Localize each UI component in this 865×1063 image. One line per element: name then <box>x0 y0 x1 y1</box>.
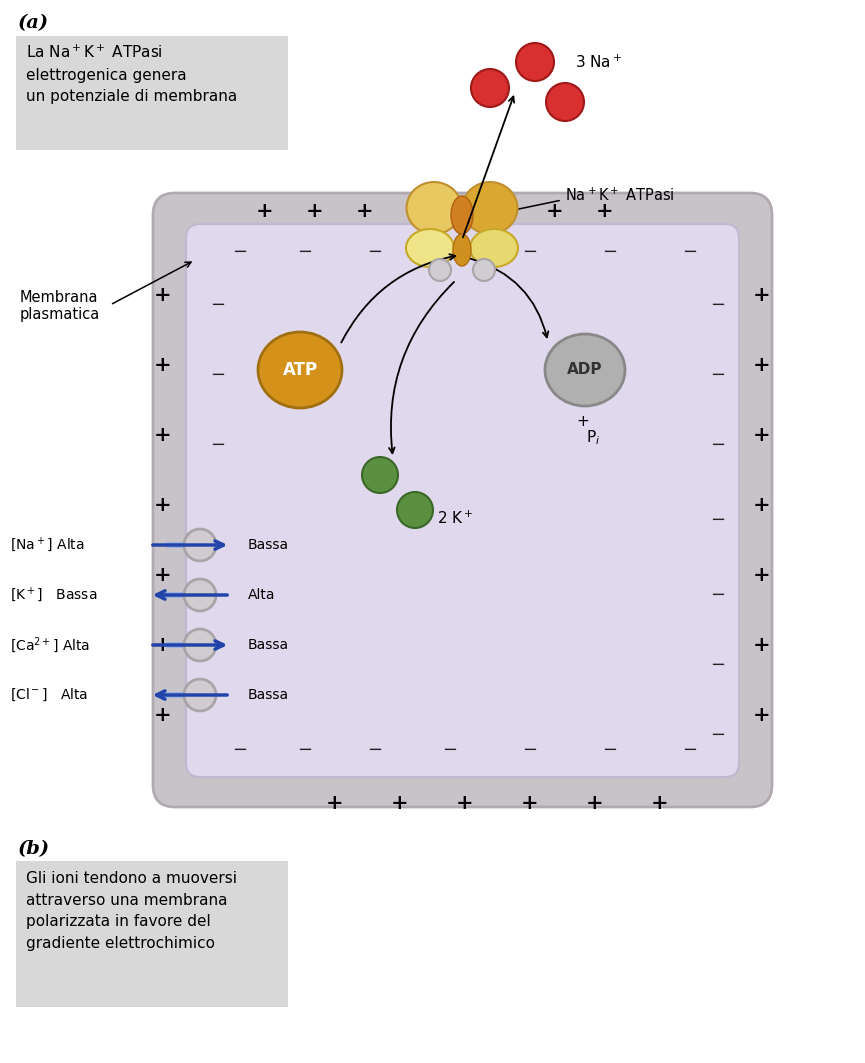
Text: +: + <box>154 566 172 585</box>
Circle shape <box>429 259 451 281</box>
Text: Membrana
plasmatica: Membrana plasmatica <box>20 290 100 322</box>
Text: −: − <box>298 243 312 261</box>
Text: +: + <box>497 201 514 221</box>
Text: Alta: Alta <box>248 588 275 602</box>
Text: −: − <box>710 726 726 744</box>
Circle shape <box>184 629 216 661</box>
Text: +: + <box>753 566 771 585</box>
FancyBboxPatch shape <box>186 224 739 777</box>
Text: +: + <box>391 793 409 813</box>
Text: −: − <box>710 511 726 529</box>
Text: −: − <box>602 741 618 759</box>
Text: +: + <box>577 415 589 429</box>
Text: +: + <box>596 201 614 221</box>
Text: [Na$^+$] Alta: [Na$^+$] Alta <box>10 536 85 554</box>
Circle shape <box>546 83 584 121</box>
FancyBboxPatch shape <box>153 193 772 807</box>
Text: −: − <box>233 741 247 759</box>
Text: +: + <box>753 705 771 725</box>
Text: P$_i$: P$_i$ <box>586 428 600 448</box>
Text: +: + <box>753 635 771 655</box>
Text: Bassa: Bassa <box>248 538 289 552</box>
Text: (a): (a) <box>18 14 49 32</box>
Text: −: − <box>210 366 226 384</box>
Text: +: + <box>154 495 172 514</box>
Ellipse shape <box>406 229 454 267</box>
Circle shape <box>397 492 433 528</box>
Text: +: + <box>753 495 771 514</box>
Text: ATP: ATP <box>283 361 317 379</box>
Text: −: − <box>602 243 618 261</box>
Text: −: − <box>682 243 697 261</box>
Text: Gli ioni tendono a muoversi
attraverso una membrana
polarizzata in favore del
gr: Gli ioni tendono a muoversi attraverso u… <box>26 871 237 950</box>
Text: +: + <box>753 355 771 375</box>
Text: [K$^+$]   Bassa: [K$^+$] Bassa <box>10 586 98 604</box>
Circle shape <box>516 43 554 81</box>
Text: [Cl$^-$]   Alta: [Cl$^-$] Alta <box>10 687 88 703</box>
Ellipse shape <box>470 229 518 267</box>
Text: +: + <box>753 285 771 305</box>
Text: 2 K$^+$: 2 K$^+$ <box>437 509 473 526</box>
Circle shape <box>184 679 216 711</box>
Text: −: − <box>710 296 726 314</box>
Text: −: − <box>368 243 382 261</box>
Ellipse shape <box>453 234 471 266</box>
Text: ADP: ADP <box>567 362 603 377</box>
Text: −: − <box>710 656 726 674</box>
Ellipse shape <box>258 332 342 408</box>
Circle shape <box>184 529 216 561</box>
Text: +: + <box>154 285 172 305</box>
Ellipse shape <box>407 182 462 234</box>
Circle shape <box>362 457 398 493</box>
Text: −: − <box>233 243 247 261</box>
Text: −: − <box>442 741 458 759</box>
Text: −: − <box>368 741 382 759</box>
Text: +: + <box>154 635 172 655</box>
Text: −: − <box>710 586 726 604</box>
Ellipse shape <box>463 182 517 234</box>
Ellipse shape <box>545 334 625 406</box>
Text: 3 Na$^+$: 3 Na$^+$ <box>575 53 622 70</box>
Text: −: − <box>210 296 226 314</box>
Text: +: + <box>546 201 564 221</box>
Text: −: − <box>522 741 537 759</box>
Text: +: + <box>753 425 771 445</box>
Text: +: + <box>356 201 374 221</box>
Text: −: − <box>522 243 537 261</box>
Text: +: + <box>651 793 669 813</box>
Text: +: + <box>154 705 172 725</box>
Text: Bassa: Bassa <box>248 638 289 652</box>
Text: −: − <box>442 243 458 261</box>
Text: +: + <box>456 793 474 813</box>
Text: +: + <box>306 201 324 221</box>
Text: +: + <box>586 793 604 813</box>
Text: −: − <box>710 436 726 454</box>
Text: +: + <box>256 201 274 221</box>
Text: [Ca$^{2+}$] Alta: [Ca$^{2+}$] Alta <box>10 635 90 655</box>
Text: −: − <box>298 741 312 759</box>
Ellipse shape <box>451 196 473 234</box>
Circle shape <box>471 69 509 107</box>
FancyBboxPatch shape <box>16 36 288 150</box>
Text: Bassa: Bassa <box>248 688 289 702</box>
FancyBboxPatch shape <box>16 861 288 1007</box>
Text: −: − <box>210 436 226 454</box>
Text: +: + <box>522 793 539 813</box>
Text: +: + <box>154 355 172 375</box>
Text: −: − <box>682 741 697 759</box>
Text: (b): (b) <box>18 840 50 858</box>
Text: −: − <box>710 366 726 384</box>
Text: +: + <box>154 425 172 445</box>
Text: +: + <box>326 793 343 813</box>
Circle shape <box>473 259 495 281</box>
Circle shape <box>184 579 216 611</box>
Text: La Na$^+$K$^+$ ATPasi
elettrogenica genera
un potenziale di membrana: La Na$^+$K$^+$ ATPasi elettrogenica gene… <box>26 44 237 104</box>
Text: Na$^+$K$^+$ ATPasi: Na$^+$K$^+$ ATPasi <box>565 186 675 204</box>
